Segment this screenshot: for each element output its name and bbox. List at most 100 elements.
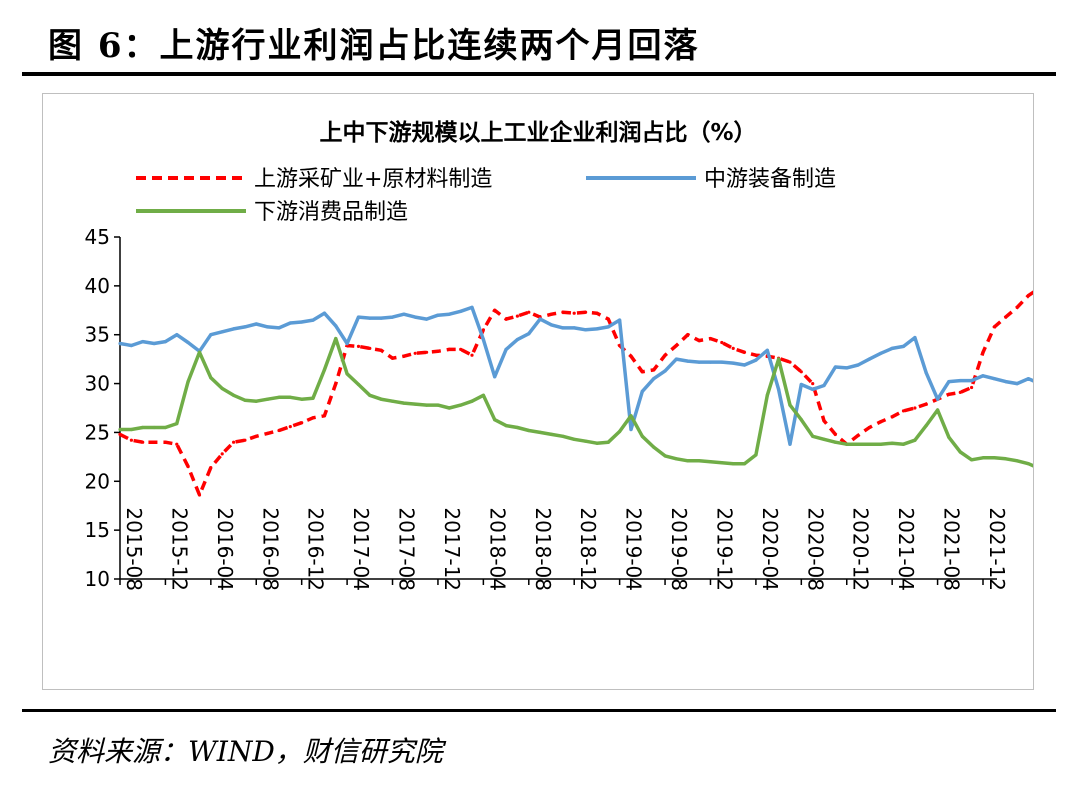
data-point bbox=[901, 409, 906, 413]
data-point bbox=[845, 366, 849, 370]
data-point bbox=[129, 427, 133, 432]
data-point bbox=[129, 438, 133, 442]
data-point bbox=[765, 348, 769, 352]
data-point bbox=[527, 428, 531, 433]
data-point bbox=[845, 442, 849, 446]
data-point bbox=[936, 408, 940, 412]
data-point bbox=[822, 437, 826, 441]
data-point bbox=[640, 434, 644, 438]
data-point bbox=[470, 305, 474, 309]
data-point bbox=[572, 326, 576, 330]
data-point bbox=[527, 332, 531, 336]
data-point bbox=[322, 414, 326, 418]
data-point bbox=[390, 399, 395, 403]
data-point bbox=[867, 425, 872, 430]
data-point bbox=[243, 398, 247, 402]
y-tick-label: 30 bbox=[85, 372, 110, 396]
bottom-rule bbox=[22, 709, 1056, 712]
legend-item-upstream[interactable]: 上游采矿业+原材料制造 bbox=[136, 167, 492, 192]
data-point bbox=[606, 325, 610, 329]
data-point bbox=[606, 317, 610, 321]
data-point bbox=[686, 459, 690, 463]
data-point bbox=[459, 347, 463, 351]
data-point bbox=[890, 346, 894, 350]
data-point bbox=[379, 316, 383, 320]
data-point bbox=[731, 346, 735, 350]
data-point bbox=[504, 347, 508, 351]
data-point bbox=[232, 327, 236, 331]
x-tick-label: 2020-12 bbox=[849, 507, 873, 591]
data-point bbox=[720, 461, 724, 465]
data-point bbox=[879, 420, 883, 424]
data-point bbox=[572, 311, 576, 315]
data-point bbox=[300, 397, 304, 401]
data-point bbox=[209, 376, 213, 380]
data-point bbox=[277, 428, 281, 433]
data-point bbox=[595, 327, 599, 331]
data-point bbox=[595, 441, 599, 445]
data-point bbox=[811, 382, 815, 386]
data-point bbox=[447, 406, 451, 410]
data-point bbox=[220, 386, 224, 391]
data-point bbox=[1004, 380, 1008, 384]
data-point bbox=[459, 309, 463, 313]
data-point bbox=[425, 350, 429, 354]
data-point bbox=[436, 349, 440, 353]
data-point bbox=[754, 453, 758, 457]
data-point bbox=[243, 325, 247, 329]
x-tick-label: 2021-12 bbox=[985, 507, 1009, 591]
data-point bbox=[152, 341, 156, 346]
axes: 10 15 20 25 30 35 40 45 2015-08 2015-12 2016-04 201… bbox=[85, 225, 1009, 591]
data-point bbox=[379, 397, 383, 401]
data-point bbox=[470, 399, 474, 403]
series-line-midstream bbox=[119, 305, 1064, 446]
data-point bbox=[788, 360, 792, 364]
data-point bbox=[618, 343, 622, 348]
data-point bbox=[379, 348, 383, 352]
data-point bbox=[936, 397, 940, 401]
data-point bbox=[640, 370, 644, 374]
legend-item-midstream[interactable]: 中游装备制造 bbox=[586, 167, 836, 192]
data-point bbox=[197, 493, 202, 497]
data-point bbox=[118, 432, 122, 436]
data-point bbox=[334, 337, 338, 341]
data-point bbox=[890, 415, 894, 419]
data-point bbox=[924, 402, 928, 406]
data-point bbox=[742, 462, 747, 466]
data-point bbox=[901, 344, 906, 348]
data-point bbox=[402, 354, 406, 358]
data-point bbox=[493, 375, 497, 379]
data-point bbox=[1026, 462, 1030, 466]
data-point bbox=[799, 382, 803, 387]
data-point bbox=[981, 456, 985, 460]
data-point bbox=[186, 380, 190, 384]
legend-item-downstream[interactable]: 下游消费品制造 bbox=[136, 200, 408, 225]
data-point bbox=[697, 459, 701, 463]
data-point bbox=[856, 433, 860, 437]
x-tick-label: 2016-04 bbox=[213, 507, 237, 591]
series-downstream bbox=[118, 336, 1065, 471]
data-point bbox=[1004, 457, 1008, 461]
data-point bbox=[992, 325, 997, 329]
data-point bbox=[686, 333, 690, 337]
x-tick-label: 2016-12 bbox=[304, 507, 328, 591]
data-point bbox=[232, 393, 236, 397]
data-point bbox=[243, 438, 247, 442]
data-point bbox=[981, 374, 985, 378]
data-point bbox=[436, 403, 440, 407]
data-point bbox=[152, 440, 156, 444]
data-point bbox=[754, 358, 758, 362]
y-tick-label: 20 bbox=[85, 469, 110, 493]
data-point bbox=[606, 440, 610, 444]
top-rule bbox=[22, 72, 1056, 76]
data-point bbox=[481, 338, 485, 342]
data-point bbox=[856, 363, 860, 367]
data-point bbox=[141, 340, 145, 344]
data-point bbox=[390, 315, 395, 319]
data-point bbox=[402, 401, 406, 405]
data-point bbox=[913, 438, 917, 442]
data-point bbox=[254, 399, 258, 403]
data-point bbox=[697, 360, 701, 364]
y-tick-label: 40 bbox=[85, 274, 110, 298]
data-point bbox=[799, 370, 803, 374]
